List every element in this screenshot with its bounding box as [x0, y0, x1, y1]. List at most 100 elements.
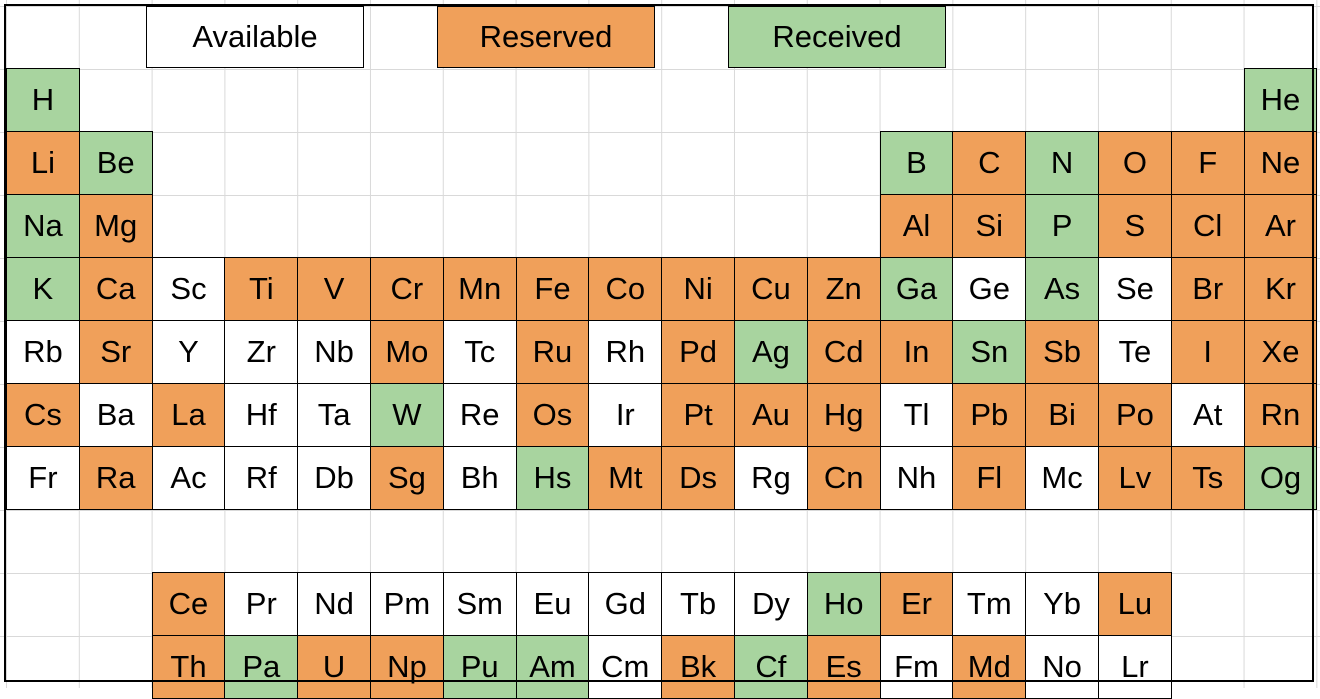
element-cell-sm[interactable]: Sm [442, 572, 517, 636]
element-cell-no[interactable]: No [1025, 635, 1099, 699]
element-cell-sn[interactable]: Sn [952, 320, 1027, 384]
element-cell-p[interactable]: P [1025, 194, 1099, 258]
element-cell-ni[interactable]: Ni [661, 257, 735, 321]
element-cell-w[interactable]: W [370, 383, 444, 447]
element-cell-gd[interactable]: Gd [588, 572, 663, 636]
element-cell-yb[interactable]: Yb [1025, 572, 1099, 636]
element-cell-zr[interactable]: Zr [224, 320, 299, 384]
element-cell-mc[interactable]: Mc [1025, 446, 1099, 510]
element-cell-pu[interactable]: Pu [442, 635, 517, 699]
element-cell-md[interactable]: Md [952, 635, 1027, 699]
element-cell-sc[interactable]: Sc [151, 257, 226, 321]
element-cell-ca[interactable]: Ca [78, 257, 153, 321]
element-cell-rn[interactable]: Rn [1243, 383, 1318, 447]
element-cell-cl[interactable]: Cl [1170, 194, 1245, 258]
element-cell-tl[interactable]: Tl [879, 383, 954, 447]
element-cell-na[interactable]: Na [6, 194, 80, 258]
element-cell-hg[interactable]: Hg [806, 383, 881, 447]
element-cell-la[interactable]: La [151, 383, 226, 447]
element-cell-k[interactable]: K [6, 257, 80, 321]
element-cell-ne[interactable]: Ne [1243, 131, 1318, 195]
element-cell-c[interactable]: C [952, 131, 1027, 195]
element-cell-se[interactable]: Se [1098, 257, 1172, 321]
element-cell-re[interactable]: Re [442, 383, 517, 447]
element-cell-ds[interactable]: Ds [661, 446, 735, 510]
element-cell-cn[interactable]: Cn [806, 446, 881, 510]
element-cell-ho[interactable]: Ho [806, 572, 881, 636]
element-cell-cs[interactable]: Cs [6, 383, 80, 447]
element-cell-ag[interactable]: Ag [734, 320, 808, 384]
element-cell-y[interactable]: Y [151, 320, 226, 384]
element-cell-db[interactable]: Db [297, 446, 371, 510]
element-cell-ar[interactable]: Ar [1243, 194, 1318, 258]
element-cell-fe[interactable]: Fe [515, 257, 590, 321]
element-cell-ir[interactable]: Ir [588, 383, 663, 447]
element-cell-s[interactable]: S [1098, 194, 1172, 258]
element-cell-am[interactable]: Am [515, 635, 590, 699]
element-cell-li[interactable]: Li [6, 131, 80, 195]
element-cell-rh[interactable]: Rh [588, 320, 663, 384]
element-cell-bh[interactable]: Bh [442, 446, 517, 510]
element-cell-si[interactable]: Si [952, 194, 1027, 258]
element-cell-tb[interactable]: Tb [661, 572, 735, 636]
element-cell-og[interactable]: Og [1243, 446, 1318, 510]
element-cell-mo[interactable]: Mo [370, 320, 444, 384]
element-cell-o[interactable]: O [1098, 131, 1172, 195]
element-cell-th[interactable]: Th [151, 635, 226, 699]
element-cell-h[interactable]: H [6, 68, 80, 132]
element-cell-ru[interactable]: Ru [515, 320, 590, 384]
element-cell-pm[interactable]: Pm [370, 572, 444, 636]
element-cell-ti[interactable]: Ti [224, 257, 299, 321]
element-cell-in[interactable]: In [879, 320, 954, 384]
element-cell-he[interactable]: He [1243, 68, 1318, 132]
element-cell-rf[interactable]: Rf [224, 446, 299, 510]
element-cell-hf[interactable]: Hf [224, 383, 299, 447]
element-cell-hs[interactable]: Hs [515, 446, 590, 510]
element-cell-ta[interactable]: Ta [297, 383, 371, 447]
element-cell-ts[interactable]: Ts [1170, 446, 1245, 510]
element-cell-tm[interactable]: Tm [952, 572, 1027, 636]
element-cell-fm[interactable]: Fm [879, 635, 954, 699]
element-cell-es[interactable]: Es [806, 635, 881, 699]
element-cell-fr[interactable]: Fr [6, 446, 80, 510]
element-cell-lu[interactable]: Lu [1098, 572, 1172, 636]
element-cell-ce[interactable]: Ce [151, 572, 226, 636]
element-cell-v[interactable]: V [297, 257, 371, 321]
element-cell-zn[interactable]: Zn [806, 257, 881, 321]
element-cell-nb[interactable]: Nb [297, 320, 371, 384]
element-cell-lv[interactable]: Lv [1098, 446, 1172, 510]
element-cell-cf[interactable]: Cf [734, 635, 808, 699]
element-cell-sg[interactable]: Sg [370, 446, 444, 510]
element-cell-b[interactable]: B [879, 131, 954, 195]
element-cell-nh[interactable]: Nh [879, 446, 954, 510]
element-cell-ga[interactable]: Ga [879, 257, 954, 321]
element-cell-nd[interactable]: Nd [297, 572, 371, 636]
element-cell-tc[interactable]: Tc [442, 320, 517, 384]
element-cell-pt[interactable]: Pt [661, 383, 735, 447]
element-cell-f[interactable]: F [1170, 131, 1245, 195]
element-cell-sr[interactable]: Sr [78, 320, 153, 384]
element-cell-ba[interactable]: Ba [78, 383, 153, 447]
element-cell-lr[interactable]: Lr [1098, 635, 1172, 699]
element-cell-er[interactable]: Er [879, 572, 954, 636]
element-cell-mt[interactable]: Mt [588, 446, 663, 510]
element-cell-ac[interactable]: Ac [151, 446, 226, 510]
element-cell-os[interactable]: Os [515, 383, 590, 447]
element-cell-cd[interactable]: Cd [806, 320, 881, 384]
element-cell-np[interactable]: Np [370, 635, 444, 699]
element-cell-br[interactable]: Br [1170, 257, 1245, 321]
element-cell-te[interactable]: Te [1098, 320, 1172, 384]
element-cell-rb[interactable]: Rb [6, 320, 80, 384]
element-cell-fl[interactable]: Fl [952, 446, 1027, 510]
element-cell-co[interactable]: Co [588, 257, 663, 321]
element-cell-cr[interactable]: Cr [370, 257, 444, 321]
element-cell-pb[interactable]: Pb [952, 383, 1027, 447]
element-cell-pr[interactable]: Pr [224, 572, 299, 636]
element-cell-sb[interactable]: Sb [1025, 320, 1099, 384]
element-cell-al[interactable]: Al [879, 194, 954, 258]
element-cell-bk[interactable]: Bk [661, 635, 735, 699]
element-cell-au[interactable]: Au [734, 383, 808, 447]
element-cell-ra[interactable]: Ra [78, 446, 153, 510]
element-cell-kr[interactable]: Kr [1243, 257, 1318, 321]
element-cell-rg[interactable]: Rg [734, 446, 808, 510]
